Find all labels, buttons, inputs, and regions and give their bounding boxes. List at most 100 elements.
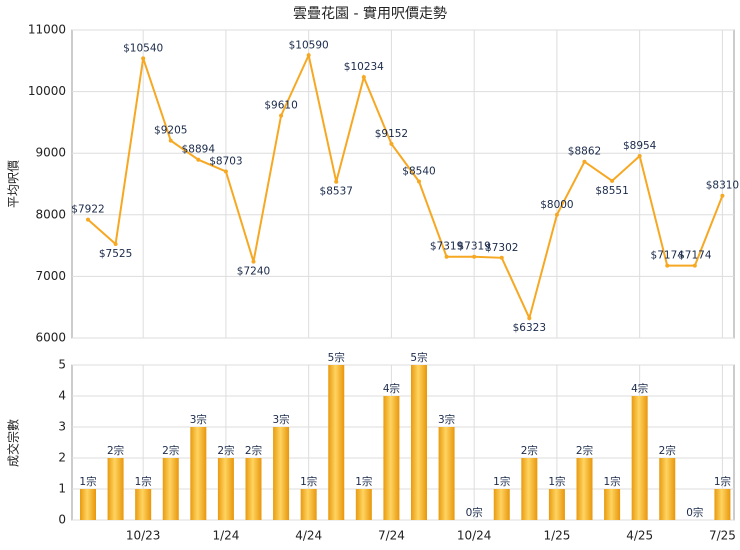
point: [472, 254, 477, 259]
bar: [355, 489, 372, 520]
bar: [162, 458, 179, 520]
bar: [493, 489, 510, 520]
bar: [604, 489, 621, 520]
data-label: $6323: [513, 322, 546, 334]
data-label: 1宗: [714, 475, 731, 488]
data-label: 1宗: [603, 475, 620, 488]
point: [554, 212, 559, 217]
bar: [714, 489, 731, 520]
point: [665, 263, 670, 268]
x-tick-label: 7/25: [709, 529, 736, 543]
data-label: $8551: [595, 185, 628, 197]
y-tick-label: 5: [58, 358, 66, 372]
y-tick-label: 8000: [35, 207, 66, 221]
data-label: $8310: [706, 180, 739, 192]
bar: [190, 427, 207, 520]
data-label: $7174: [651, 250, 685, 262]
data-label: $7302: [485, 242, 518, 254]
data-label: $8894: [182, 144, 216, 156]
bar: [548, 489, 565, 520]
x-tick-label: 1/24: [212, 529, 239, 543]
data-label: $8540: [402, 166, 435, 178]
data-label: 0宗: [686, 506, 703, 519]
bar: [576, 458, 593, 520]
x-tick-label: 4/24: [295, 529, 322, 543]
bar: [659, 458, 676, 520]
data-label: $8862: [568, 146, 601, 158]
x-tick-label: 10/23: [126, 529, 161, 543]
data-label: $8537: [320, 186, 353, 198]
y-tick-label: 7000: [35, 269, 66, 283]
bar: [328, 365, 345, 520]
data-label: $9610: [264, 100, 297, 112]
point: [168, 138, 173, 143]
data-label: 3宗: [190, 413, 207, 426]
data-label: 2宗: [162, 444, 179, 457]
point: [444, 254, 449, 259]
y-tick-label: 10000: [28, 84, 66, 98]
y-axis-title: 平均呎價: [7, 160, 21, 208]
y-axis-title: 成交宗數: [6, 419, 21, 467]
y-tick-label: 2: [58, 451, 66, 465]
point: [251, 259, 256, 264]
data-label: 2宗: [659, 444, 676, 457]
point: [582, 159, 587, 164]
point: [499, 255, 504, 260]
x-tick-label: 10/24: [457, 529, 492, 543]
x-tick-label: 1/25: [543, 529, 570, 543]
point: [361, 75, 366, 80]
point: [113, 242, 118, 247]
bar: [410, 365, 427, 520]
data-label: 4宗: [383, 382, 400, 395]
bar: [521, 458, 538, 520]
data-label: $8954: [623, 140, 657, 152]
point: [279, 113, 284, 118]
point: [610, 178, 615, 183]
data-label: 1宗: [355, 475, 372, 488]
data-label: 1宗: [548, 475, 565, 488]
y-tick-label: 11000: [28, 23, 66, 37]
data-label: $7525: [99, 248, 132, 260]
chart-title: 雲疊花園 - 實用呎價走勢: [293, 5, 447, 22]
bar: [79, 489, 96, 520]
data-label: 2宗: [107, 444, 124, 457]
data-label: $10234: [344, 61, 384, 73]
point: [692, 263, 697, 268]
point: [720, 193, 725, 198]
data-label: 2宗: [576, 444, 593, 457]
data-label: 0宗: [466, 506, 483, 519]
y-tick-label: 6000: [35, 331, 66, 345]
x-tick-label: 4/25: [626, 529, 653, 543]
data-label: 5宗: [410, 351, 427, 364]
bar: [107, 458, 124, 520]
plot-area: [71, 29, 735, 339]
data-label: 1宗: [79, 475, 96, 488]
bar: [438, 427, 455, 520]
bar: [273, 427, 290, 520]
point: [223, 169, 228, 174]
data-label: 2宗: [245, 444, 262, 457]
point: [416, 179, 421, 184]
x-tick-label: 7/24: [378, 529, 405, 543]
y-tick-label: 0: [58, 513, 66, 527]
bar: [631, 396, 648, 520]
data-label: $7319: [457, 241, 490, 253]
bar: [245, 458, 262, 520]
price-line: [87, 52, 724, 322]
data-label: 4宗: [631, 382, 648, 395]
point: [306, 53, 311, 58]
data-label: 1宗: [493, 475, 510, 488]
data-label: $7174: [678, 250, 712, 262]
data-label: $7319: [430, 241, 463, 253]
data-label: $7922: [71, 204, 104, 216]
data-label: 3宗: [272, 413, 289, 426]
bar: [383, 396, 400, 520]
data-label: 1宗: [135, 475, 152, 488]
point: [637, 154, 642, 159]
y-tick-label: 3: [58, 420, 66, 434]
data-label: $10590: [289, 39, 329, 51]
data-label: $9152: [375, 128, 408, 140]
data-label: $8000: [540, 199, 573, 211]
bar: [217, 458, 234, 520]
